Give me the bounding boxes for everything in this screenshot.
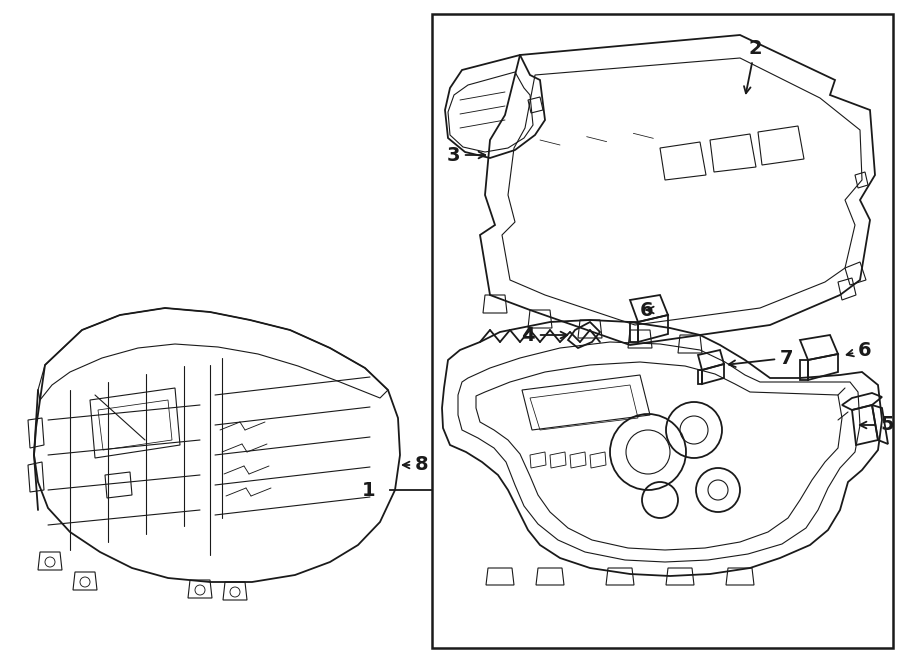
- Text: 2: 2: [744, 38, 761, 93]
- Text: 4: 4: [521, 326, 567, 344]
- Text: 3: 3: [446, 146, 485, 164]
- Text: 6: 6: [847, 340, 871, 359]
- Text: 8: 8: [403, 455, 428, 475]
- Text: 7: 7: [729, 348, 794, 367]
- Bar: [432, 14, 893, 648]
- Text: 1: 1: [362, 481, 375, 500]
- Text: 6: 6: [640, 301, 653, 320]
- Text: 5: 5: [860, 416, 894, 434]
